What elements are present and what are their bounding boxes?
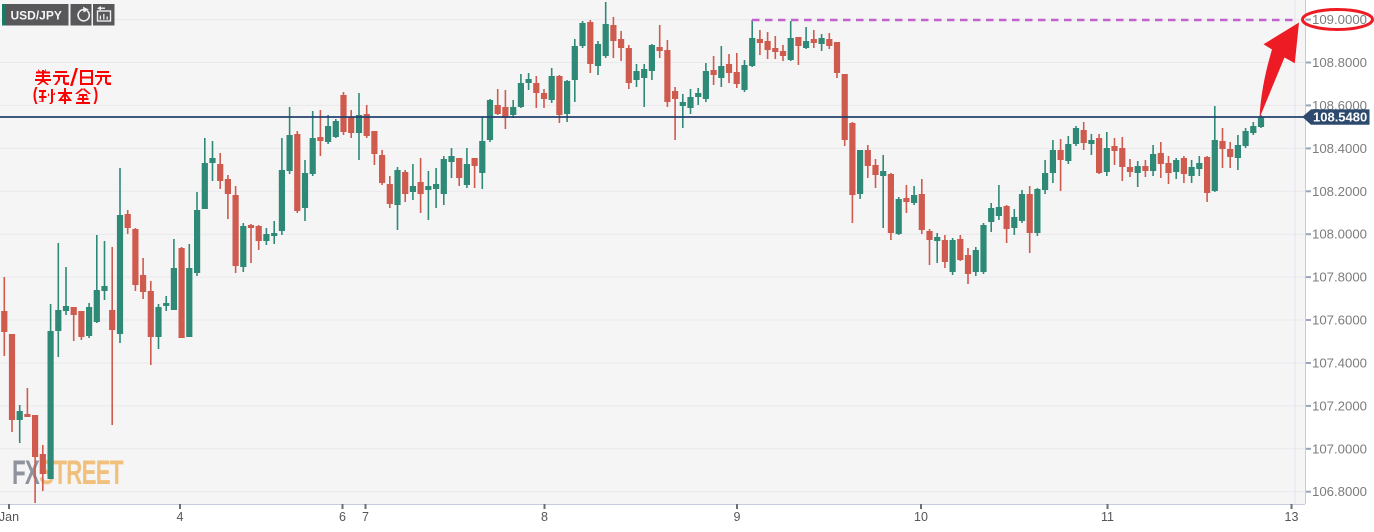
svg-text:Jan: Jan	[0, 510, 19, 524]
svg-text:FXSTREET: FXSTREET	[12, 454, 124, 492]
svg-text:8: 8	[541, 510, 548, 524]
svg-text:108.5480: 108.5480	[1313, 110, 1367, 125]
svg-text:USD/JPY: USD/JPY	[11, 8, 62, 22]
svg-text:107.2000: 107.2000	[1312, 398, 1367, 413]
svg-text:6: 6	[339, 510, 346, 524]
svg-text:108.0000: 108.0000	[1312, 227, 1367, 242]
svg-text:4: 4	[177, 510, 184, 524]
svg-text:10: 10	[914, 510, 928, 524]
svg-text:108.4000: 108.4000	[1312, 141, 1367, 156]
svg-text:107.4000: 107.4000	[1312, 356, 1367, 371]
svg-text:13: 13	[1285, 510, 1299, 524]
svg-text:108.8000: 108.8000	[1312, 55, 1367, 70]
svg-text:107.6000: 107.6000	[1312, 313, 1367, 328]
svg-text:107.0000: 107.0000	[1312, 441, 1367, 456]
svg-text:107.8000: 107.8000	[1312, 270, 1367, 285]
svg-text:108.2000: 108.2000	[1312, 184, 1367, 199]
svg-text:108.6000: 108.6000	[1312, 98, 1367, 113]
svg-text:106.8000: 106.8000	[1312, 484, 1367, 499]
svg-text:7: 7	[362, 510, 369, 524]
svg-text:11: 11	[1101, 510, 1114, 524]
svg-text:9: 9	[734, 510, 741, 524]
svg-text:109.0000: 109.0000	[1312, 12, 1367, 27]
